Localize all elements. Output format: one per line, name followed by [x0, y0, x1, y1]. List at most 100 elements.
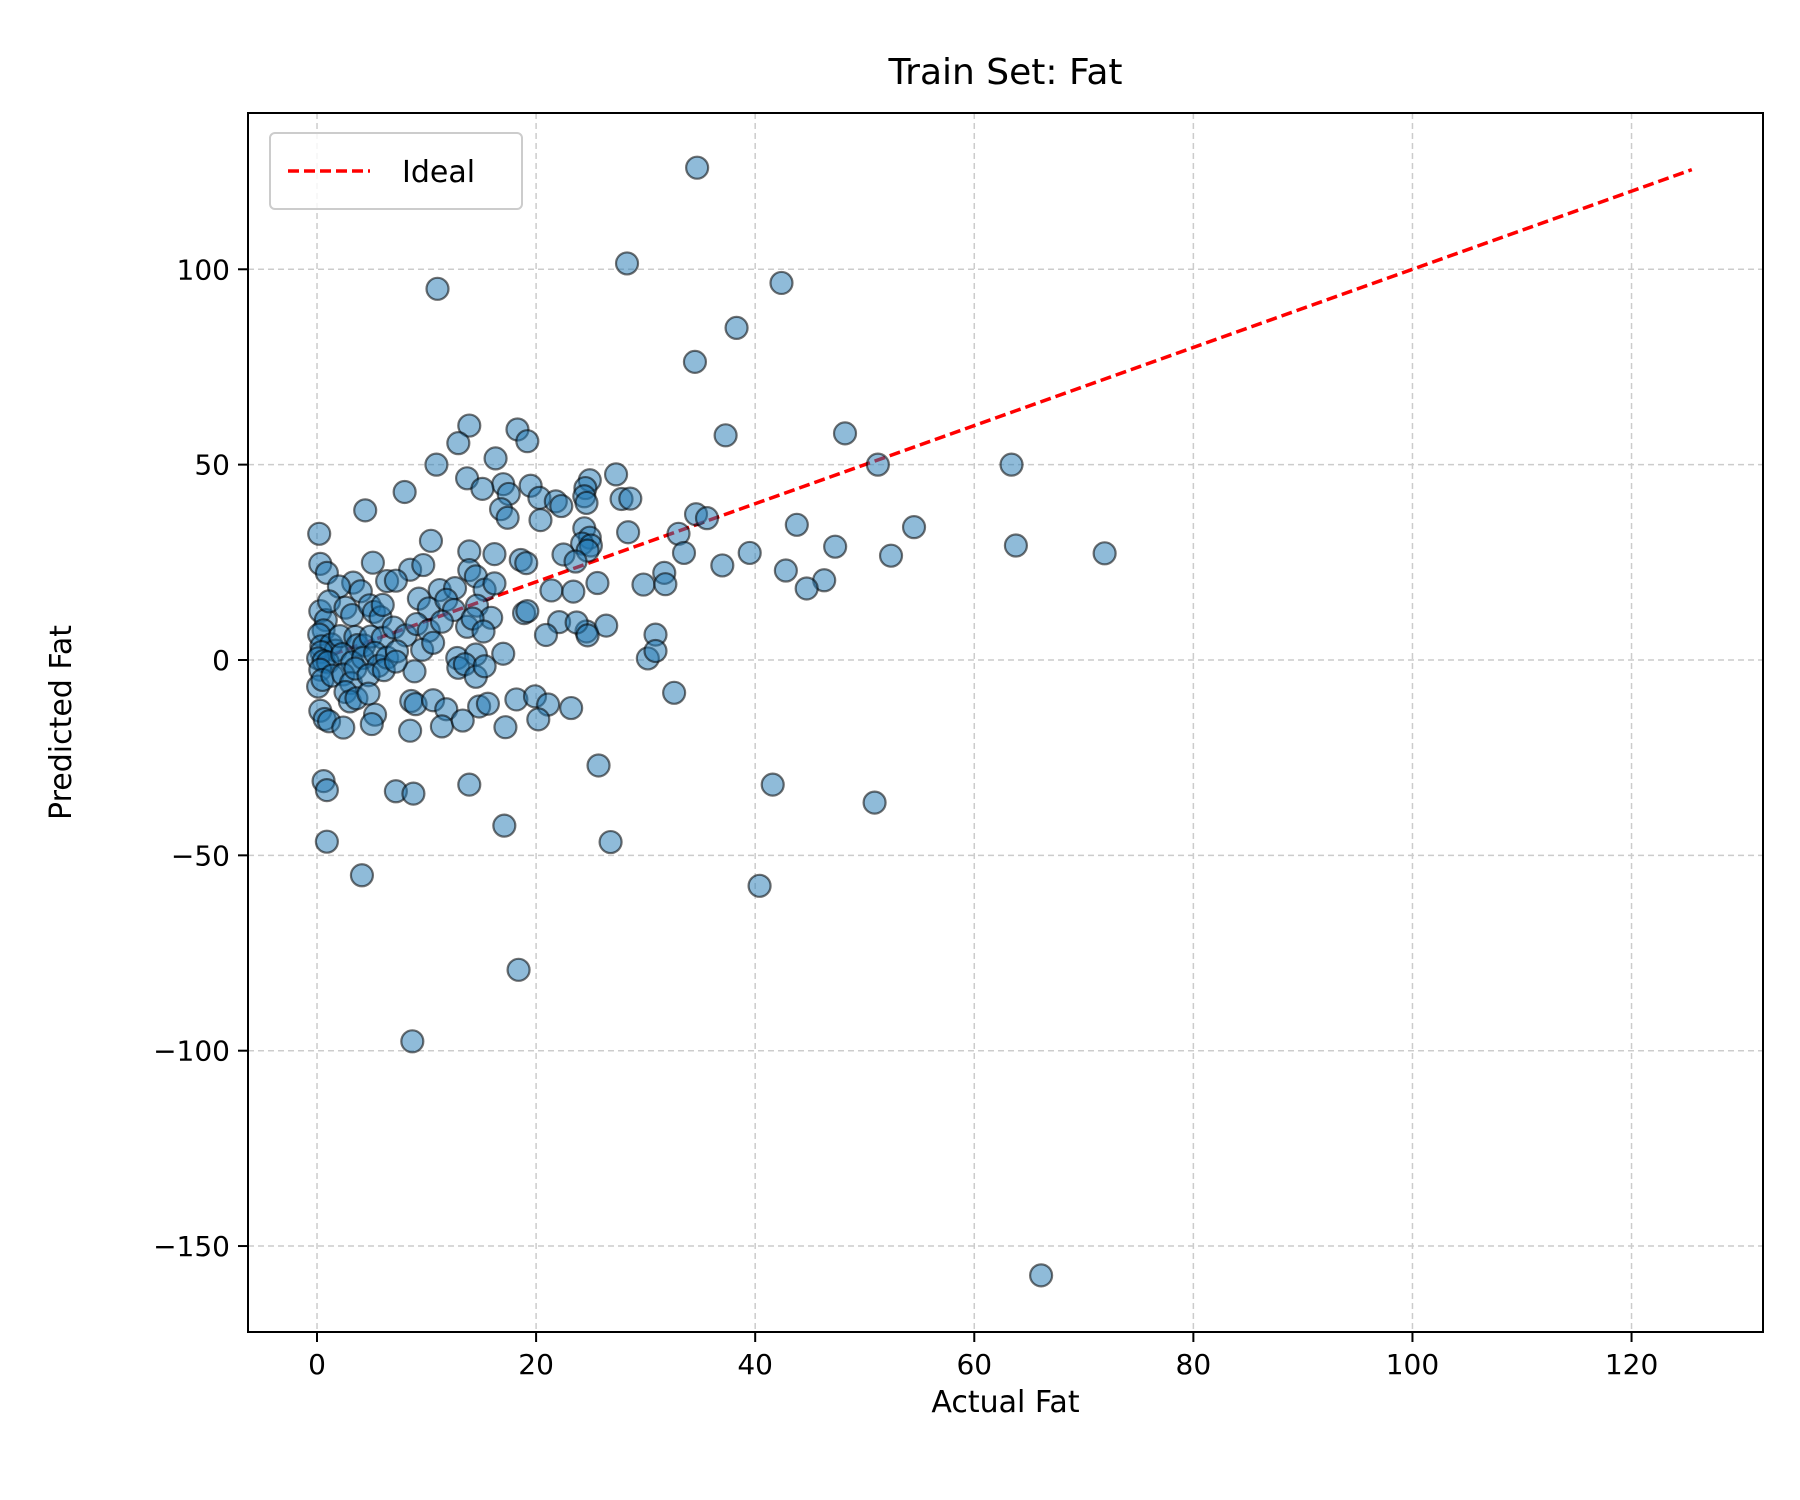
data-point [450, 708, 475, 733]
data-point [643, 638, 668, 664]
data-point [1003, 533, 1029, 558]
y-tick-label: −150 [153, 1230, 230, 1263]
data-point [353, 498, 378, 523]
data-point [865, 452, 890, 477]
data-point [528, 508, 553, 533]
x-tick-label: 120 [1605, 1348, 1658, 1381]
data-point [475, 691, 501, 716]
data-point [400, 1029, 425, 1054]
y-axis-ticks: −150 −100 −50 0 50 100 [153, 253, 248, 1263]
data-point [421, 630, 446, 655]
data-point [483, 446, 508, 471]
data-point [514, 550, 539, 576]
y-tick-label: 50 [194, 449, 230, 482]
data-point [482, 571, 507, 596]
data-point [737, 540, 762, 566]
data-point [561, 579, 586, 604]
data-point [356, 681, 381, 706]
legend: Ideal [269, 132, 523, 210]
data-point [359, 711, 384, 737]
x-axis-ticks: 0 20 40 60 80 100 120 [308, 1332, 1658, 1381]
plot-frame [247, 112, 1764, 1333]
x-tick-label: 100 [1386, 1348, 1439, 1381]
data-point [482, 542, 507, 567]
data-point [470, 476, 495, 501]
data-point [694, 506, 720, 531]
data-point [832, 421, 858, 446]
data-point [901, 515, 927, 540]
data-point [631, 572, 656, 597]
data-point [418, 528, 444, 553]
data-point [575, 623, 600, 648]
data-point [585, 570, 610, 596]
data-point [614, 251, 640, 276]
data-point [1092, 541, 1117, 566]
ideal-line [316, 168, 1693, 662]
data-point [314, 829, 339, 854]
data-point [539, 578, 564, 603]
data-point [769, 270, 794, 296]
data-point [598, 829, 623, 855]
chart-title: Train Set: Fat [887, 52, 1122, 93]
data-point [616, 520, 641, 545]
data-point [760, 772, 785, 797]
data-point [411, 552, 436, 578]
y-tick-label: 100 [177, 253, 230, 286]
data-point [457, 413, 482, 438]
x-tick-label: 60 [956, 1348, 992, 1381]
data-point [773, 558, 798, 583]
data-point [713, 423, 738, 448]
data-point [784, 512, 809, 537]
data-point [331, 715, 356, 740]
data-point [574, 490, 599, 516]
data-point [360, 550, 385, 575]
x-tick-label: 0 [308, 1348, 326, 1381]
data-point [685, 155, 710, 180]
y-axis-label: Predicted Fat [44, 625, 79, 820]
data-point [425, 276, 450, 301]
data-point [533, 622, 559, 648]
data-point [491, 641, 516, 666]
legend-label-ideal: Ideal [402, 155, 475, 190]
data-point [794, 576, 819, 601]
x-tick-label: 40 [737, 1348, 773, 1381]
data-points [306, 155, 1117, 1288]
data-point [682, 349, 708, 374]
data-point [401, 781, 426, 806]
data-point [314, 777, 339, 803]
data-point [999, 452, 1024, 477]
data-point [370, 592, 395, 617]
data-point [506, 957, 531, 982]
data-point [515, 429, 540, 454]
data-point [594, 613, 619, 638]
data-point [563, 549, 588, 574]
data-point [618, 486, 643, 511]
data-point [402, 659, 427, 684]
x-axis-label: Actual Fat [931, 1385, 1079, 1420]
data-point [457, 772, 482, 797]
data-point [349, 863, 375, 888]
legend-box [269, 132, 523, 210]
data-point [1029, 1263, 1054, 1288]
data-point [492, 813, 517, 838]
data-point [515, 599, 540, 624]
data-point [429, 609, 454, 634]
y-tick-label: 0 [212, 644, 230, 677]
data-point [603, 462, 629, 487]
y-tick-label: −50 [171, 839, 230, 872]
x-tick-label: 20 [518, 1348, 554, 1381]
data-point [710, 553, 735, 578]
grid-lines [248, 113, 1763, 1332]
data-point [472, 654, 497, 679]
data-point [662, 680, 687, 705]
y-tick-label: −100 [153, 1035, 230, 1068]
x-tick-label: 80 [1176, 1348, 1212, 1381]
data-point [862, 790, 887, 815]
data-point [671, 540, 697, 566]
data-point [429, 714, 454, 739]
data-point [383, 568, 408, 593]
data-point [495, 505, 520, 530]
data-point [878, 543, 904, 568]
